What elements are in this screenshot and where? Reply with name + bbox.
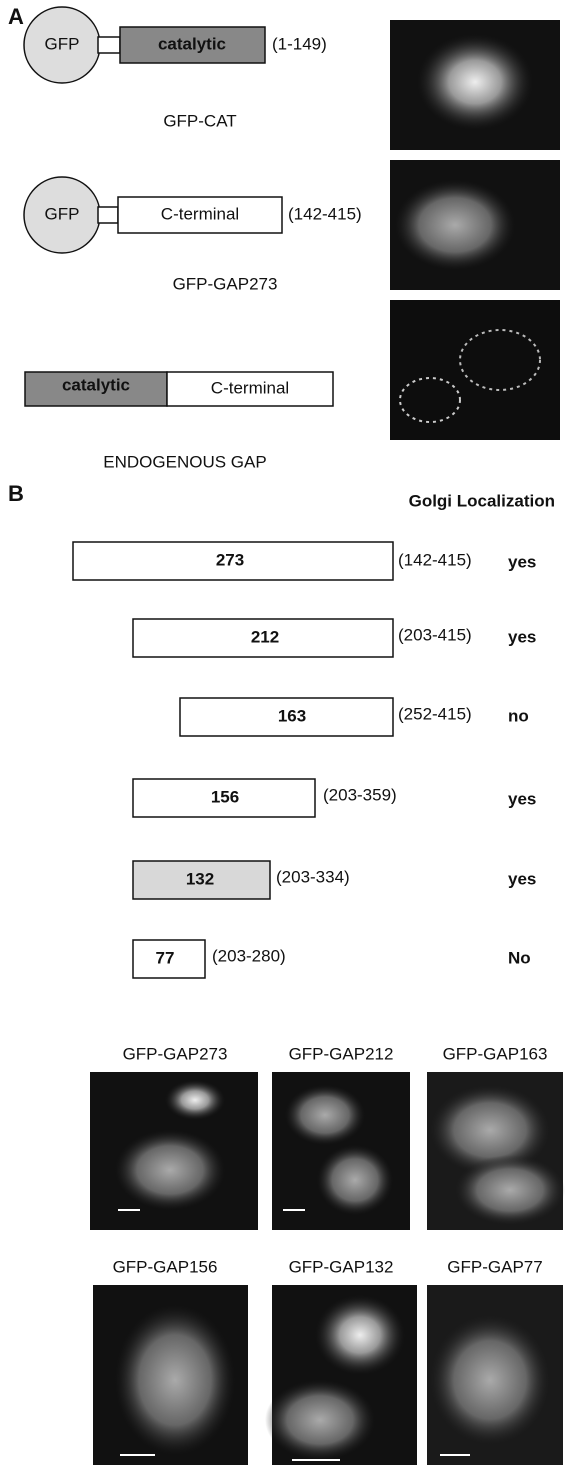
cell — [285, 1085, 365, 1145]
panel-label: A — [8, 4, 24, 29]
micrograph — [390, 300, 560, 440]
golgi: no — [508, 706, 529, 725]
domain-label: C-terminal — [161, 204, 239, 223]
golgi: yes — [508, 552, 536, 571]
domain-label: catalytic — [158, 34, 226, 53]
cell — [265, 1380, 375, 1460]
construct-name: 156 — [211, 787, 239, 806]
golgi: yes — [508, 869, 536, 888]
residues: (252-415) — [398, 704, 472, 723]
cell — [315, 1295, 405, 1375]
figure: A GFP catalytic (1-149) GFP-CAT GFP C-te… — [0, 0, 565, 1473]
residues: (203-415) — [398, 625, 472, 644]
cell — [317, 1145, 393, 1215]
residues: (203-280) — [212, 946, 286, 965]
residues: (203-359) — [323, 785, 397, 804]
construct-name: 212 — [251, 627, 279, 646]
linker — [98, 37, 120, 53]
residues: (1-149) — [272, 34, 327, 53]
domain-label: C-terminal — [211, 378, 289, 397]
linker — [98, 207, 118, 223]
micrograph-label: GFP-GAP273 — [123, 1044, 228, 1063]
column-header: Golgi Localization — [409, 491, 555, 510]
cell — [417, 34, 533, 130]
micrograph-label: GFP-GAP163 — [443, 1044, 548, 1063]
cell — [115, 1130, 225, 1210]
cell — [165, 1080, 225, 1120]
micrograph-label: GFP-GAP132 — [289, 1257, 394, 1276]
construct-name: GFP-CAT — [163, 111, 236, 130]
tag-label: GFP — [45, 34, 80, 53]
cell — [455, 1155, 565, 1225]
golgi: No — [508, 948, 531, 967]
golgi: yes — [508, 789, 536, 808]
tag-label: GFP — [45, 204, 80, 223]
micrograph-label: GFP-GAP212 — [289, 1044, 394, 1063]
construct-name: 273 — [216, 550, 244, 569]
domain-label: catalytic — [62, 375, 130, 394]
residues: (142-415) — [398, 550, 472, 569]
residues: (203-334) — [276, 867, 350, 886]
construct-name: 163 — [278, 706, 306, 725]
golgi: yes — [508, 627, 536, 646]
panel-label: B — [8, 481, 24, 506]
micrograph-label: GFP-GAP156 — [113, 1257, 218, 1276]
construct-name: ENDOGENOUS GAP — [103, 452, 266, 471]
cell — [395, 180, 515, 270]
residues: (142-415) — [288, 204, 362, 223]
cell — [430, 1315, 550, 1445]
cell — [115, 1305, 235, 1455]
construct-name: GFP-GAP273 — [173, 274, 278, 293]
micrograph-label: GFP-GAP77 — [447, 1257, 542, 1276]
construct-name: 77 — [156, 948, 175, 967]
construct-name: 132 — [186, 869, 214, 888]
